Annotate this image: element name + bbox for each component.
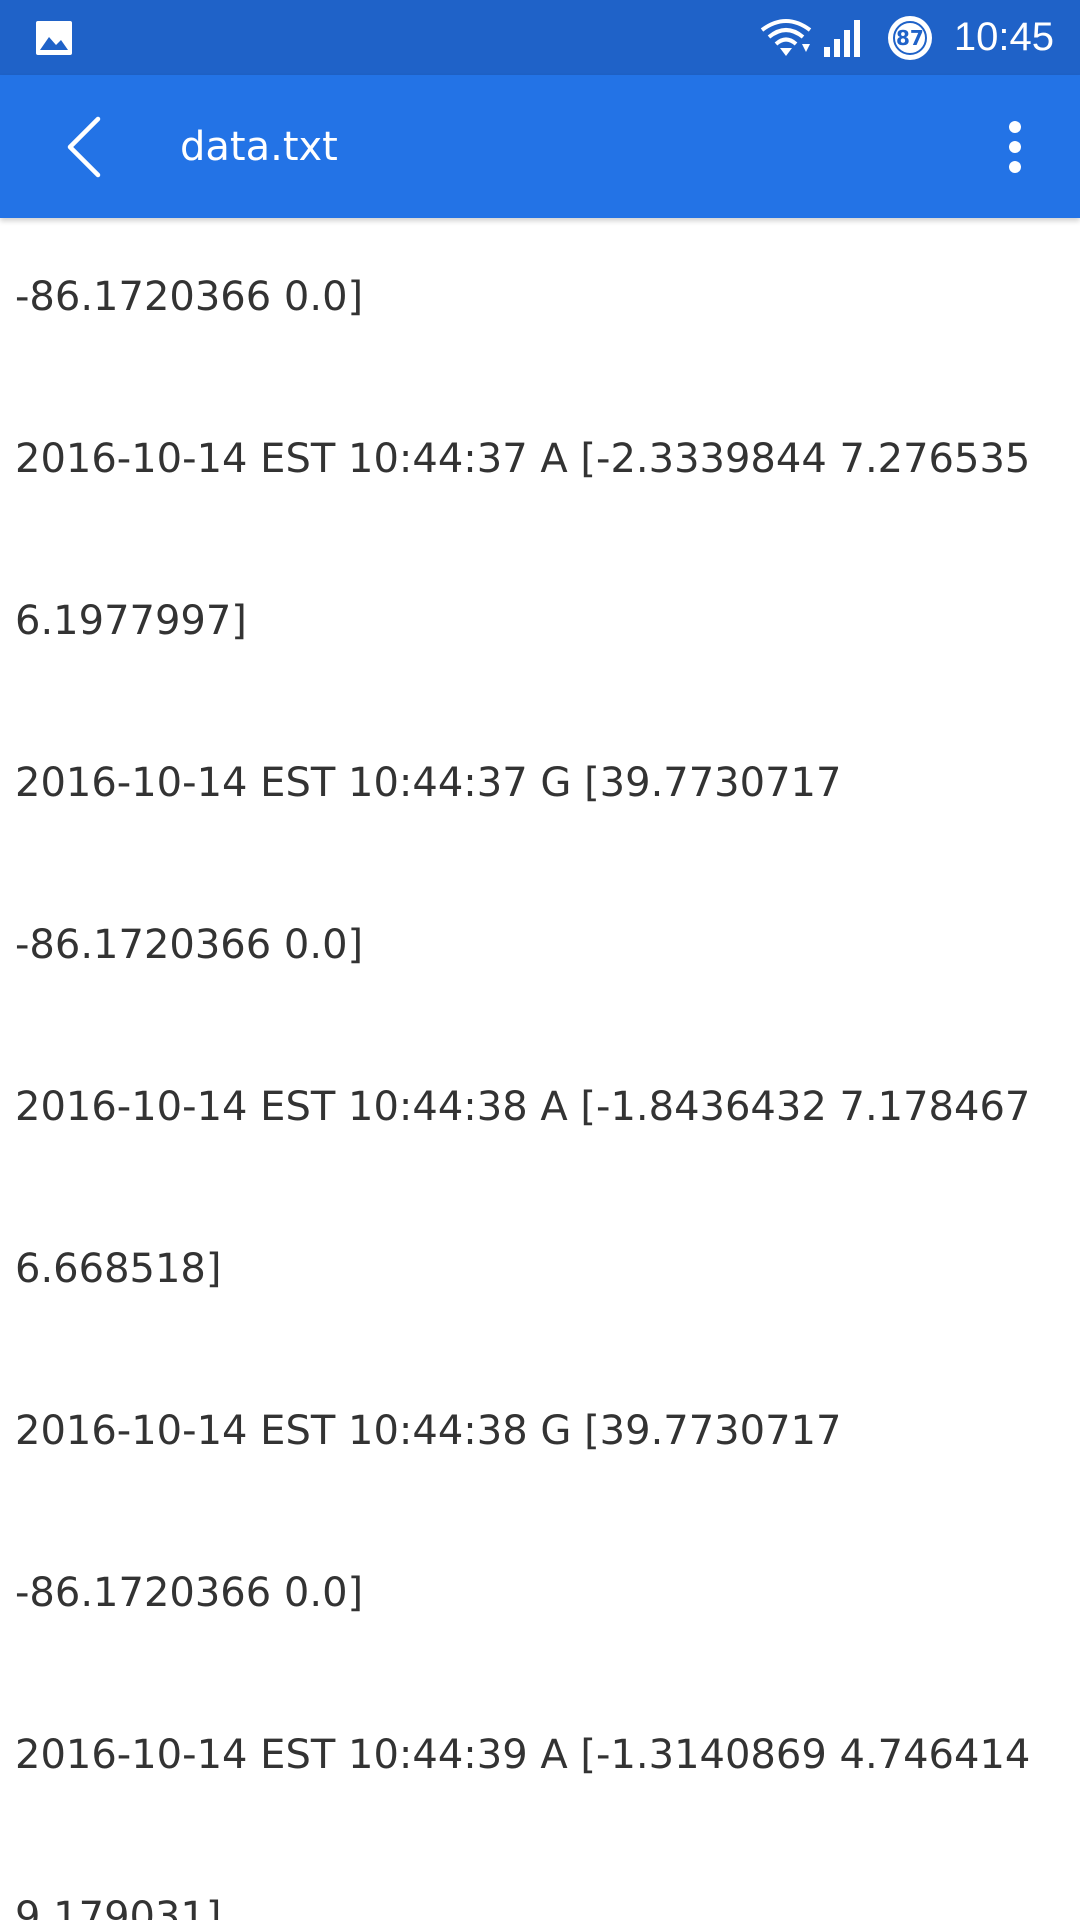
image-notification-icon <box>36 21 72 55</box>
wifi-icon <box>760 18 812 56</box>
file-content[interactable]: -86.1720366 0.0] 2016-10-14 EST 10:44:37… <box>0 218 1080 1920</box>
chevron-left-icon[interactable] <box>54 113 116 181</box>
log-line: 2016-10-14 EST 10:44:37 A [-2.3339844 7.… <box>15 436 1031 482</box>
log-line: 6.668518] <box>15 1246 222 1292</box>
file-text: -86.1720366 0.0] 2016-10-14 EST 10:44:37… <box>15 218 1065 1920</box>
battery-level: 87 <box>895 25 924 50</box>
log-line: -86.1720366 0.0] <box>15 274 364 320</box>
log-line: 9.179031] <box>15 1894 222 1920</box>
more-vert-icon[interactable] <box>990 117 1040 177</box>
status-clock: 10:45 <box>953 15 1054 59</box>
app-bar: data.txt <box>0 75 1080 218</box>
log-line: -86.1720366 0.0] <box>15 922 364 968</box>
status-icons: 87 10:45 <box>760 0 1054 75</box>
log-line: 2016-10-14 EST 10:44:39 A [-1.3140869 4.… <box>15 1732 1031 1778</box>
page-title: data.txt <box>180 124 338 170</box>
log-line: 2016-10-14 EST 10:44:38 G [39.7730717 <box>15 1408 842 1454</box>
battery-icon: 87 <box>887 15 932 60</box>
log-line: 2016-10-14 EST 10:44:37 G [39.7730717 <box>15 760 842 806</box>
status-bar: 87 10:45 <box>0 0 1080 75</box>
log-line: 6.1977997] <box>15 598 247 644</box>
log-line: -86.1720366 0.0] <box>15 1570 364 1616</box>
log-line: 2016-10-14 EST 10:44:38 A [-1.8436432 7.… <box>15 1084 1031 1130</box>
signal-icon <box>823 19 860 57</box>
